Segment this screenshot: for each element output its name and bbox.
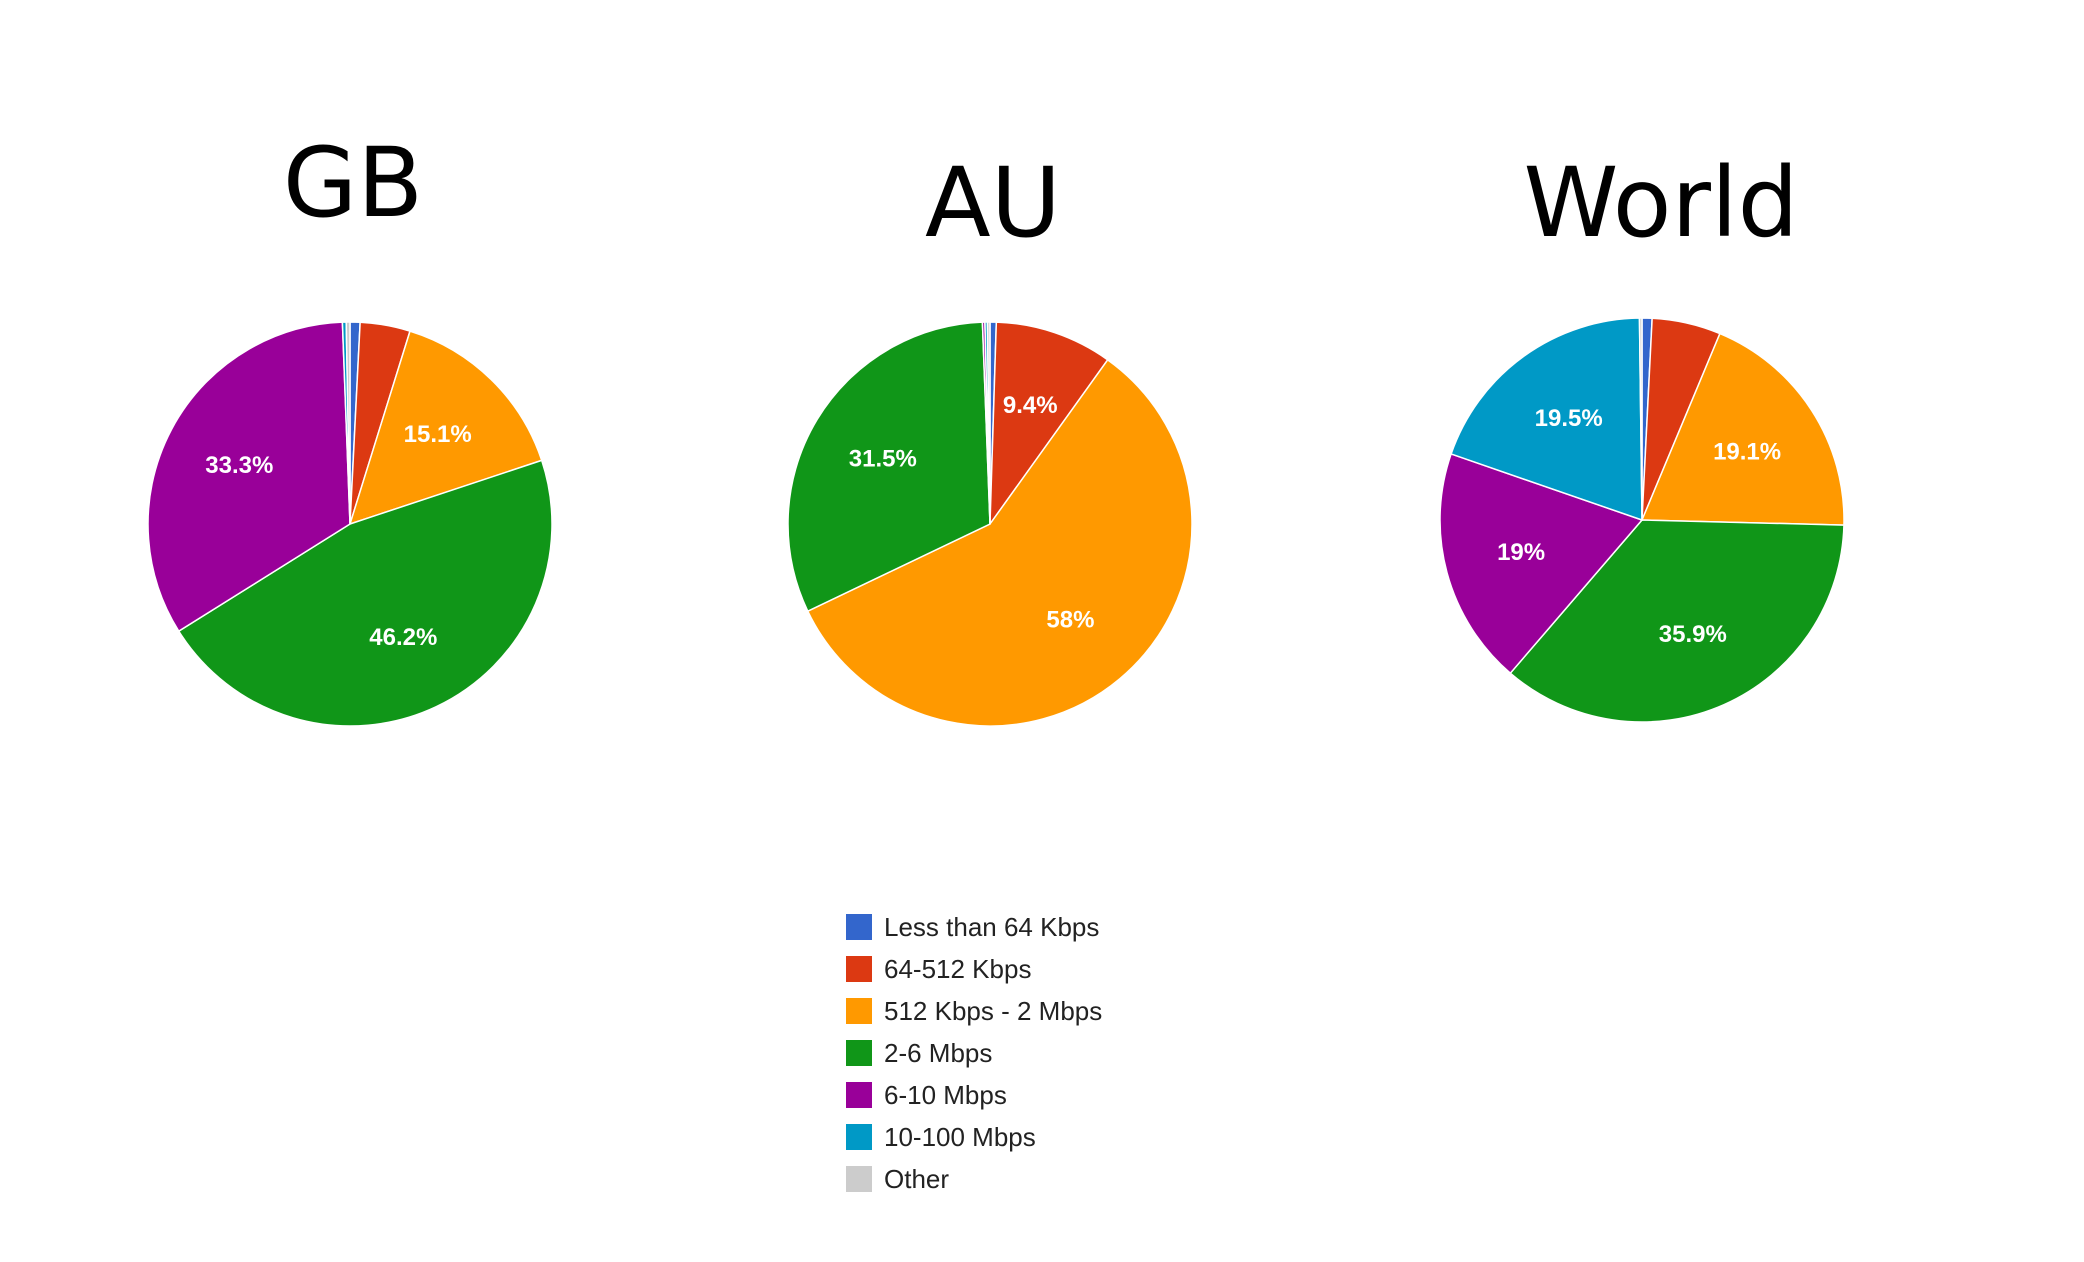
pie-slice-world-512-kbps-2-mbps	[1640, 332, 1845, 526]
legend-label: Less than 64 Kbps	[884, 911, 1100, 942]
legend-item-less-than-64-kbps: Less than 64 Kbps	[846, 906, 1102, 948]
legend-swatch	[846, 1082, 872, 1108]
legend-item-512-kbps-2-mbps: 512 Kbps - 2 Mbps	[846, 990, 1102, 1032]
legend-swatch	[846, 998, 872, 1024]
slice-label-gb-2-6-mbps: 46.2%	[369, 624, 437, 651]
pie-slice-gb-other	[345, 321, 351, 525]
chart-title-gb: GB	[282, 127, 424, 239]
slice-label-au-64-512-kbps: 9.4%	[1003, 392, 1058, 419]
legend-swatch	[846, 1166, 872, 1192]
slice-label-au-2-6-mbps: 31.5%	[849, 446, 917, 473]
legend: Less than 64 Kbps 64-512 Kbps 512 Kbps -…	[846, 906, 1102, 1200]
legend-swatch	[846, 914, 872, 940]
slice-label-world-10-100-mbps: 19.5%	[1535, 405, 1603, 432]
legend-label: 10-100 Mbps	[884, 1121, 1036, 1152]
pie-slice-au-64-512-kbps	[989, 321, 1109, 527]
slice-label-world-2-6-mbps: 35.9%	[1659, 621, 1727, 648]
legend-swatch	[846, 1040, 872, 1066]
legend-label: 6-10 Mbps	[884, 1079, 1007, 1110]
pie-slice-au-other	[986, 321, 991, 525]
slice-label-world-6-10-mbps: 19%	[1497, 539, 1545, 566]
legend-label: 2-6 Mbps	[884, 1037, 993, 1068]
pie-slice-world-2-6-mbps	[1509, 519, 1845, 723]
pie-slice-au-512-kbps-2-mbps	[806, 358, 1193, 727]
legend-label: Other	[884, 1163, 950, 1194]
pie-au: 9.4% 58% 31.5%	[787, 321, 1193, 727]
pie-slice-world-6-10-mbps	[1439, 453, 1644, 675]
legend-swatch	[846, 1124, 872, 1150]
legend-label: 64-512 Kbps	[884, 953, 1032, 984]
legend-item-other: Other	[846, 1158, 1102, 1200]
pie-world: 19.1% 35.9% 19% 19.5%	[1439, 317, 1845, 723]
pie-slice-gb-6-10-mbps	[147, 321, 351, 633]
pie-slice-gb-2-6-mbps	[177, 459, 553, 727]
chart-title-au: AU	[925, 147, 1061, 259]
legend-item-2-6-mbps: 2-6 Mbps	[846, 1032, 1102, 1074]
slice-label-world-512-kbps-2-mbps: 19.1%	[1713, 438, 1781, 465]
pie-gb: 15.1% 46.2% 33.3%	[147, 321, 553, 727]
slice-label-au-512-kbps-2-mbps: 58%	[1046, 607, 1094, 634]
pie-slice-world-10-100-mbps	[1450, 317, 1643, 522]
slice-label-gb-512-kbps-2-mbps: 15.1%	[404, 421, 472, 448]
pie-slice-world-other	[1638, 317, 1643, 521]
legend-swatch	[846, 956, 872, 982]
chart-title-world: World	[1523, 147, 1799, 259]
legend-item-64-512-kbps: 64-512 Kbps	[846, 948, 1102, 990]
pie-slice-au-2-6-mbps	[787, 321, 991, 613]
legend-label: 512 Kbps - 2 Mbps	[884, 995, 1103, 1026]
legend-item-10-100-mbps: 10-100 Mbps	[846, 1116, 1102, 1158]
slice-label-gb-6-10-mbps: 33.3%	[205, 452, 273, 479]
legend-item-6-10-mbps: 6-10 Mbps	[846, 1074, 1102, 1116]
